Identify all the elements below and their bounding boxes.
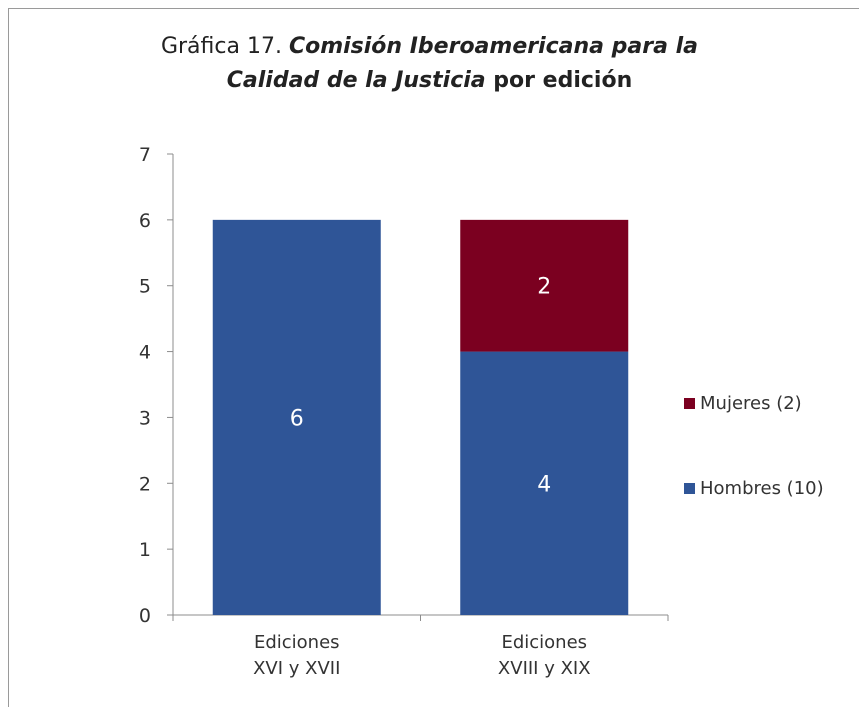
title-part-0: Gráfica 17. (160, 34, 289, 59)
bar-segment (460, 219, 629, 352)
x-category-label: Ediciones (254, 632, 340, 653)
bar-segment (460, 351, 629, 615)
x-category-label: XVI y XVII (253, 658, 340, 679)
data-label: 6 (290, 406, 304, 431)
y-tick-label: 3 (139, 407, 151, 429)
y-tick-label: 4 (139, 342, 151, 364)
x-category-label: XVIII y XIX (498, 658, 591, 679)
legend-label: Mujeres (2) (700, 393, 802, 414)
legend-swatch (684, 483, 695, 494)
y-tick-label: 2 (139, 473, 151, 495)
data-label: 4 (537, 472, 551, 497)
data-label: 2 (537, 275, 551, 300)
legend-label: Hombres (10) (700, 478, 824, 499)
bar-segment (212, 219, 381, 615)
chart-title: Gráfica 17. Comisión Iberoamericana para… (0, 30, 859, 98)
chart-frame (8, 8, 859, 707)
title-part-3: por edición (485, 68, 633, 93)
x-category-label: Ediciones (501, 632, 587, 653)
title-part-2: Calidad de la Justicia (226, 68, 486, 93)
y-tick-label: 7 (139, 144, 151, 166)
y-tick-label: 1 (139, 539, 151, 561)
y-tick-label: 6 (139, 210, 151, 232)
title-part-1: Comisión Iberoamericana para la (288, 34, 699, 59)
legend-swatch (684, 398, 695, 409)
y-tick-label: 5 (139, 276, 151, 298)
y-tick-label: 0 (139, 605, 151, 627)
